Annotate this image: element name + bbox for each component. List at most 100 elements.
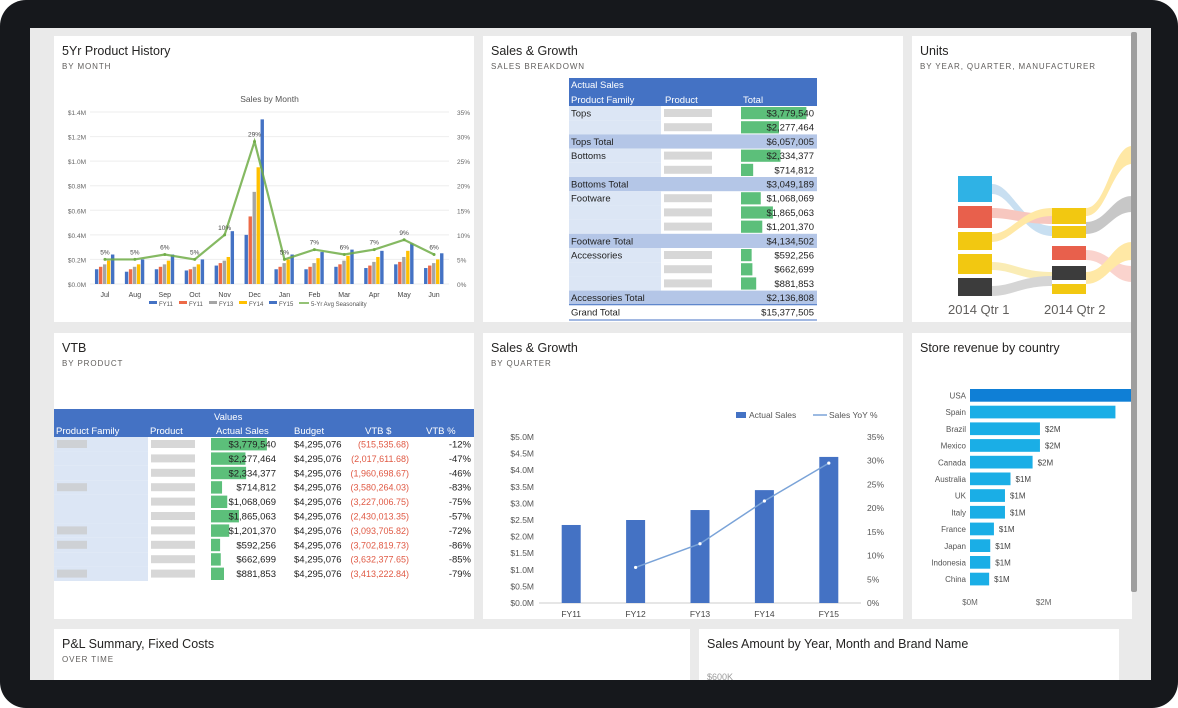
row-label: Footware Total xyxy=(571,236,633,247)
bar-fy15 xyxy=(380,250,384,284)
actual-sales: $662,699 xyxy=(236,555,276,566)
ribbon-segment xyxy=(958,206,992,228)
legend-label: FY11 xyxy=(189,302,204,308)
blurred-product xyxy=(664,279,712,288)
blurred-product xyxy=(151,483,195,492)
sales-by-month-chart: Sales by Month $0.0M $0.2M $0.4M $0.6M $0.8M $… xyxy=(68,94,470,308)
country-label: USA xyxy=(950,392,967,401)
row-label: Bottoms Total xyxy=(571,180,628,191)
bar-fy13 xyxy=(222,260,227,284)
x-tick-label: FY15 xyxy=(819,609,840,619)
y-tick-label: $3.0M xyxy=(510,498,534,508)
ribbon-flow xyxy=(1086,242,1132,284)
tile-units[interactable]: Units BY YEAR, QUARTER, MANUFACTURER xyxy=(912,36,1132,322)
column-header: VTB $ xyxy=(365,426,392,437)
total-row-bg xyxy=(569,233,817,248)
data-label: $2M xyxy=(1045,425,1061,434)
blurred-product xyxy=(151,555,195,564)
country-bar xyxy=(970,472,1011,486)
legend-label: Sales YoY % xyxy=(829,410,878,420)
x-tick-label: Nov xyxy=(218,292,231,299)
vtb-amount: (3,227,006.75) xyxy=(350,497,409,507)
yoy-line xyxy=(635,462,830,569)
x-tick-label: Jun xyxy=(428,292,439,299)
row-label: Tops Total xyxy=(571,137,614,148)
y-tick-label: $1.0M xyxy=(68,159,86,166)
actual-sales: $3,779,540 xyxy=(228,440,276,451)
family-cell-bg xyxy=(569,191,661,206)
matrix-header-bg xyxy=(569,78,817,106)
bar-fy11 xyxy=(124,271,129,284)
store-revenue-chart: USA Spain Brazil $2M Mexico $2M Canada $2M Austr… xyxy=(931,389,1132,607)
data-label: 5% xyxy=(280,249,290,256)
bar-fy14 xyxy=(286,259,290,284)
data-bar xyxy=(741,263,753,276)
data-label: 5% xyxy=(100,249,110,256)
x-tick-label: Apr xyxy=(369,292,381,299)
bar-fy11 xyxy=(274,269,278,284)
country-bar xyxy=(970,455,1033,469)
bar-fy11 xyxy=(94,269,99,284)
blurred-product xyxy=(664,265,712,274)
blurred-product xyxy=(151,440,195,448)
tile-pl-summary[interactable]: P&L Summary, Fixed Costs OVER TIME xyxy=(54,629,690,680)
vtb-percent: -83% xyxy=(449,483,472,494)
y2-tick-label: 10% xyxy=(867,551,884,561)
vtb-percent: -57% xyxy=(449,512,472,523)
ribbon-segment xyxy=(958,278,992,296)
legend-swatch xyxy=(269,301,277,304)
data-bar xyxy=(211,510,239,523)
x-tick-label: $2M xyxy=(1036,598,1052,607)
family-cell-bg xyxy=(54,509,148,524)
actual-sales: $592,256 xyxy=(236,540,276,551)
data-label: 7% xyxy=(310,240,320,247)
tile-sales-amount[interactable]: Sales Amount by Year, Month and Brand Na… xyxy=(699,629,1119,680)
row-value: $714,812 xyxy=(774,165,814,176)
column-header: Product xyxy=(665,95,698,106)
bar-fy11 xyxy=(128,269,133,284)
country-bar xyxy=(970,439,1040,452)
data-label: $1M xyxy=(1010,508,1026,517)
y2-tick-label: 30% xyxy=(457,135,470,142)
tile-store-revenue[interactable]: Store revenue by country USA Spain Brazil $… xyxy=(912,333,1132,619)
bar-fy11 xyxy=(218,263,223,284)
total-row-bg xyxy=(569,290,817,305)
row-value: $1,068,069 xyxy=(766,194,814,205)
row-value: $1,201,370 xyxy=(766,222,814,233)
ribbon-segment xyxy=(958,232,992,250)
tile-vtb[interactable]: VTB BY PRODUCT Values Product Family Produ… xyxy=(54,333,474,619)
data-label: $1M xyxy=(1010,492,1026,501)
bar-fy14 xyxy=(376,256,380,284)
data-bar xyxy=(741,277,757,290)
row-value: $2,136,808 xyxy=(766,293,814,304)
tile-sales-breakdown[interactable]: Sales & Growth SALES BREAKDOWN Actual Sa… xyxy=(483,36,903,322)
blurred-product xyxy=(664,222,712,231)
data-label: 29% xyxy=(248,131,261,138)
actual-sales: $1,068,069 xyxy=(228,497,276,508)
tile-sales-by-quarter[interactable]: Sales & Growth BY QUARTER Actual Sales Sa… xyxy=(483,333,903,619)
x-tick-label: Jan xyxy=(279,292,290,299)
row-value: $592,256 xyxy=(774,251,814,262)
x-tick-label: Jul xyxy=(100,292,109,299)
country-label: China xyxy=(945,575,966,584)
y2-tick-label: 5% xyxy=(867,574,880,584)
legend-swatch xyxy=(179,301,187,304)
y2-tick-label: 0% xyxy=(457,282,467,289)
bar-fy14 xyxy=(406,250,410,284)
tile-product-history[interactable]: 5Yr Product History BY MONTH Sales by Mo… xyxy=(54,36,474,322)
data-label: 9% xyxy=(399,230,409,237)
country-label: UK xyxy=(955,492,967,501)
budget: $4,295,076 xyxy=(294,526,342,537)
matrix-header-bg xyxy=(54,409,474,437)
bar-fy13 xyxy=(192,266,197,284)
vertical-scrollbar[interactable] xyxy=(1131,32,1137,592)
bar-fy11 xyxy=(214,265,219,284)
country-label: Spain xyxy=(946,408,966,417)
bar-fy11 xyxy=(334,266,338,284)
blurred-family xyxy=(57,483,87,492)
bar-fy14 xyxy=(196,264,201,284)
tile-title: VTB xyxy=(62,341,87,355)
column-header: Total xyxy=(743,95,763,106)
country-label: Australia xyxy=(935,475,967,484)
y-tick-label: $0.4M xyxy=(68,233,86,240)
